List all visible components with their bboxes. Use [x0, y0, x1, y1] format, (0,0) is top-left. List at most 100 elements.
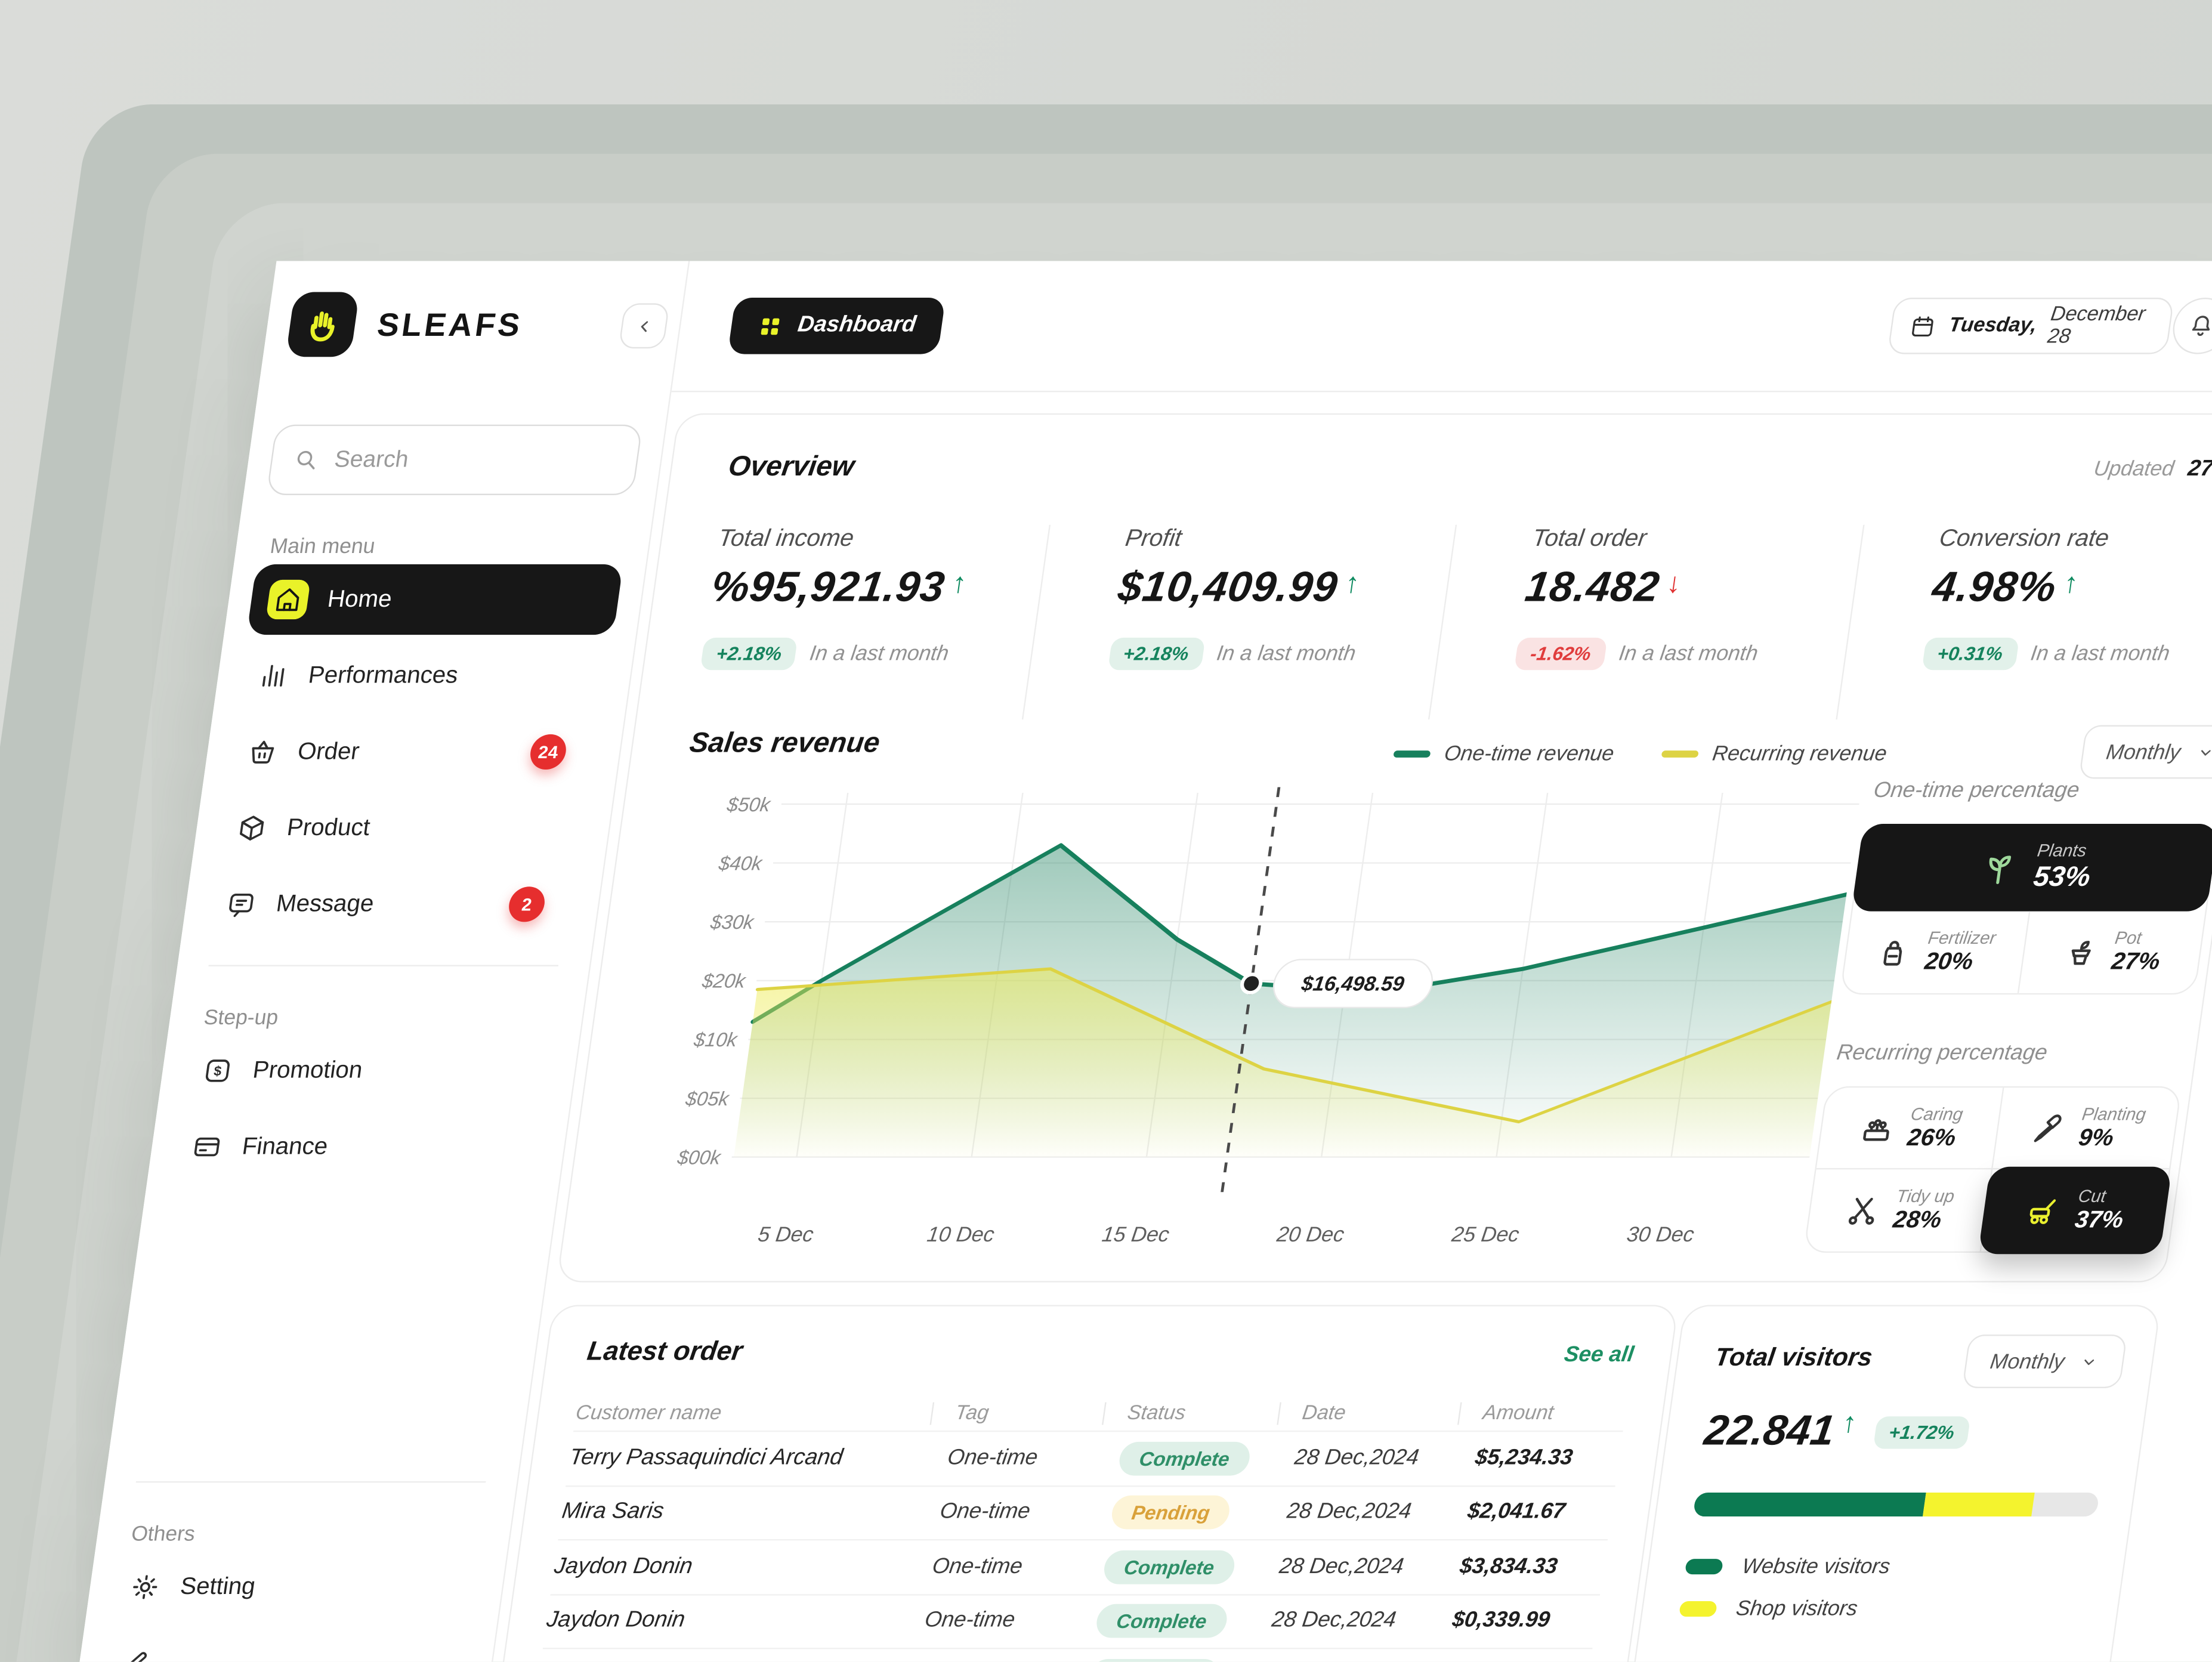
visitors-count: 22.841 [1701, 1408, 1838, 1455]
mower-icon [2023, 1192, 2065, 1228]
stat-period: In a last month [2029, 641, 2171, 666]
brand-name: SLEAFS [375, 306, 526, 343]
brand-logo [285, 292, 360, 357]
shears-icon [1841, 1192, 1883, 1228]
box-icon [234, 813, 269, 844]
order-date: 28 Dec,2024 [1270, 1608, 1398, 1633]
sidebar-item-setting[interactable]: Setting [108, 1552, 484, 1622]
bar-chart-icon [255, 660, 291, 691]
search-input[interactable] [267, 426, 641, 494]
order-customer: Jaydon Donin [552, 1554, 694, 1578]
badge: 2 [506, 886, 547, 922]
stat-period: In a last month [1215, 641, 1358, 666]
stat-label: Total income [716, 524, 856, 552]
sidebar-sections: Main menu Home Performances Order 24 Product M… [97, 535, 628, 1662]
order-row[interactable]: Terry Passaquindici Arcand One-time Comple… [566, 1430, 1623, 1485]
sidebar-item-promotion[interactable]: $ Promotion [180, 1036, 557, 1106]
sidebar-section-label: Step-up [202, 1006, 280, 1030]
visitors-delta-badge: +1.72% [1873, 1416, 1971, 1448]
sales-revenue-chart[interactable]: $50k $40k $30k $20k $10k $05k $00k 5 Dec 10 Dec 1… [639, 776, 1863, 1256]
visitors-number-row: 22.841 ↑ +1.72% [1701, 1407, 1972, 1456]
sidebar-item-home[interactable]: Home [246, 564, 623, 635]
total-visitors-card: Total visitors Monthly 22.841 ↑ +1.72% W… [1599, 1305, 2161, 1662]
legend-swatch [1661, 750, 1699, 758]
order-row[interactable]: Mira Saris One-time Pending 28 Dec,2024 $2,0… [558, 1484, 1615, 1539]
sidebar-item-order[interactable]: Order 24 [225, 716, 601, 787]
column-header: Status [1102, 1402, 1280, 1425]
visitors-range-select[interactable]: Monthly [1962, 1334, 2128, 1388]
legend-swatch [1393, 750, 1431, 758]
order-amount: $3,834.33 [1458, 1554, 1559, 1578]
stat-delta-badge: +0.31% [1921, 637, 2019, 671]
stat-label: Conversion rate [1938, 524, 2111, 552]
sidebar-item-message[interactable]: Message 2 [203, 869, 580, 940]
sidebar-divider [208, 965, 559, 966]
stat-value: %95,921.93 ↑ [708, 564, 969, 611]
order-row[interactable]: Jaydon Donin One-time Complete 28 Dec,2024 $… [550, 1539, 1608, 1594]
sales-revenue-title: Sales revenue [687, 728, 882, 759]
dashboard-label: Dashboard [796, 313, 918, 338]
svg-text:25 Dec: 25 Dec [1450, 1222, 1521, 1246]
legend-label: Website visitors [1740, 1555, 1892, 1579]
column-header: Customer name [574, 1402, 723, 1425]
status-badge: Complete [1094, 1604, 1229, 1639]
stat-period: In a last month [1617, 641, 1760, 666]
sidebar-item-performances[interactable]: Performances [236, 641, 612, 711]
sidebar-item-product[interactable]: Product [214, 793, 591, 863]
sales-range-select[interactable]: Monthly [2078, 725, 2212, 779]
svg-text:$10k: $10k [692, 1029, 740, 1051]
stat-value: 4.98% ↑ [1929, 564, 2081, 611]
sidebar-item-label: Home [326, 585, 394, 613]
dashboard-button[interactable]: Dashboard [727, 297, 946, 354]
order-date: 28 Dec,2024 [1293, 1445, 1421, 1470]
overview-title: Overview [726, 451, 857, 483]
order-tag: One-time [938, 1500, 1032, 1524]
trend-up-icon: ↑ [950, 569, 969, 600]
legend-item: Recurring revenue [1660, 742, 1888, 766]
search-box[interactable] [266, 424, 643, 496]
order-table-header: Customer name Tag Status Date Amount [573, 1397, 1627, 1431]
date-chip[interactable]: Tuesday, December 28 [1887, 297, 2174, 354]
trend-up-icon: ↑ [1343, 569, 1363, 600]
latest-order-title: Latest order [585, 1337, 744, 1367]
pct-label: Pot [2114, 928, 2143, 949]
svg-text:$20k: $20k [700, 971, 748, 993]
stat-conversion-rate: Conversion rate 4.98% ↑ +0.31% In a last mon… [1835, 524, 2212, 720]
legend-item: Website visitors [1684, 1555, 1892, 1578]
status-badge: Complete [1102, 1550, 1237, 1584]
svg-text:30 Dec: 30 Dec [1625, 1222, 1695, 1246]
notification-button[interactable] [2169, 297, 2212, 354]
visitors-legend: Website visitors Shop visitors [1678, 1555, 1892, 1621]
caring-flowers-icon [1856, 1110, 1898, 1146]
legend-swatch [1678, 1601, 1718, 1617]
date-day: Tuesday, [1947, 314, 2038, 338]
svg-text:$16,498.59: $16,498.59 [1299, 973, 1405, 996]
message-icon [224, 889, 259, 920]
overview-stats: Total income %95,921.93 ↑ +2.18% In a last m… [637, 524, 2212, 720]
sidebar-collapse-button[interactable] [618, 303, 670, 349]
sidebar-item-extra[interactable] [97, 1628, 474, 1662]
gear-icon [128, 1571, 163, 1602]
order-row[interactable]: Complete [535, 1648, 1593, 1662]
pct-value: 20% [1923, 949, 1975, 976]
pct-cut: Cut 37% [1978, 1166, 2173, 1255]
see-all-link[interactable]: See all [1562, 1343, 1636, 1367]
order-date: 28 Dec,2024 [1277, 1554, 1405, 1578]
one-time-percentage-title: One-time percentage [1872, 779, 2081, 803]
order-row[interactable]: Jaydon Donin One-time Complete 28 Dec,2024 $… [543, 1593, 1601, 1648]
svg-text:15 Dec: 15 Dec [1101, 1222, 1171, 1246]
svg-text:$: $ [213, 1063, 223, 1079]
pct-label: Tidy up [1895, 1186, 1956, 1206]
pct-pot: Pot 27% [2016, 911, 2205, 993]
order-table-body: Terry Passaquindici Arcand One-time Comple… [535, 1430, 1623, 1662]
legend-label: One-time revenue [1442, 742, 1616, 767]
svg-text:$40k: $40k [717, 853, 765, 875]
sidebar-content: Main menu Home Performances Order 24 Product M… [75, 391, 671, 1662]
stat-total-order: Total order 18.482 ↓ -1.62% In a last month [1428, 524, 1863, 720]
recurring-percentage-title: Recurring percentage [1835, 1041, 2049, 1065]
bell-icon [2185, 312, 2212, 340]
sales-legend: One-time revenue Recurring revenue [1392, 742, 1888, 766]
sidebar-item-finance[interactable]: Finance [169, 1111, 546, 1182]
pct-fertilizer: Fertilizer 20% [1841, 912, 2028, 993]
bar-segment [1923, 1492, 2035, 1517]
